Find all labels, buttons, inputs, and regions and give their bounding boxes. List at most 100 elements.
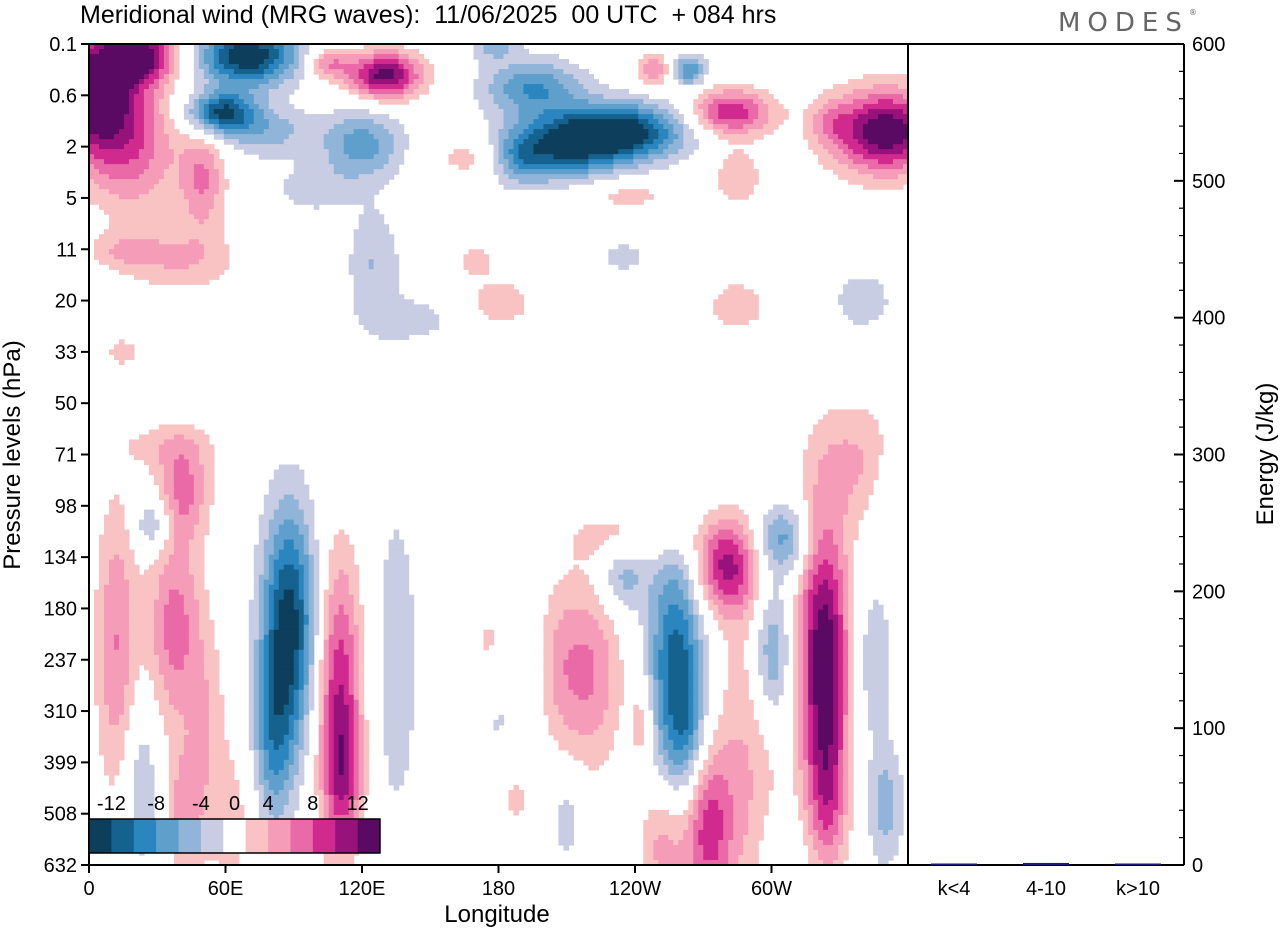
contour-cell bbox=[798, 644, 804, 651]
contour-cell bbox=[753, 774, 774, 781]
contour-cell bbox=[468, 269, 490, 275]
contour-cell bbox=[543, 649, 555, 656]
contour-cell bbox=[268, 99, 290, 105]
contour-cell bbox=[498, 714, 505, 721]
contour-cell bbox=[313, 629, 320, 636]
contour-cell bbox=[213, 129, 225, 135]
energy-tick-label: 400 bbox=[1192, 308, 1225, 330]
contour-cell bbox=[573, 534, 609, 541]
contour-cell bbox=[768, 509, 794, 516]
contour-cell bbox=[643, 834, 659, 841]
contour-cell bbox=[403, 64, 415, 70]
contour-cell bbox=[513, 159, 525, 165]
contour-cell bbox=[413, 79, 425, 85]
contour-cell bbox=[293, 599, 305, 606]
contour-cell bbox=[158, 664, 175, 671]
contour-cell bbox=[353, 794, 360, 801]
contour-cell bbox=[318, 764, 325, 771]
contour-cell bbox=[353, 674, 360, 681]
contour-cell bbox=[408, 79, 415, 85]
contour-cell bbox=[153, 624, 165, 631]
contour-cell bbox=[833, 684, 839, 691]
contour-cell bbox=[128, 634, 155, 641]
contour-cell bbox=[838, 679, 844, 686]
contour-cell bbox=[813, 549, 819, 556]
colorbar-swatch bbox=[156, 819, 179, 853]
contour-cell bbox=[248, 734, 255, 741]
contour-cell bbox=[188, 614, 200, 621]
contour-cell bbox=[198, 619, 215, 626]
contour-cell bbox=[798, 649, 804, 656]
contour-cell bbox=[263, 729, 270, 736]
contour-cell bbox=[688, 724, 694, 731]
contour-cell bbox=[708, 509, 744, 516]
contour-cell bbox=[853, 484, 874, 491]
contour-cell bbox=[833, 669, 839, 676]
contour-cell bbox=[218, 84, 260, 90]
contour-cell bbox=[173, 544, 190, 551]
contour-cell bbox=[258, 604, 265, 611]
contour-cell bbox=[733, 539, 744, 546]
contour-cell bbox=[163, 614, 190, 621]
contour-cell bbox=[348, 614, 355, 621]
contour-cell bbox=[268, 679, 275, 686]
contour-cell bbox=[358, 74, 370, 80]
contour-cell bbox=[818, 729, 834, 736]
contour-cell bbox=[158, 454, 180, 461]
contour-cell bbox=[813, 554, 839, 561]
contour-cell bbox=[283, 44, 295, 50]
contour-cell bbox=[263, 764, 270, 771]
contour-cell bbox=[343, 759, 350, 766]
contour-cell bbox=[228, 49, 270, 55]
contour-cell bbox=[168, 49, 175, 55]
contour-cell bbox=[843, 149, 854, 155]
contour-cell bbox=[203, 54, 215, 60]
contour-cell bbox=[158, 239, 190, 245]
contour-cell bbox=[353, 284, 400, 290]
y-tick-label: 11 bbox=[56, 239, 77, 261]
contour-cell bbox=[493, 79, 510, 85]
contour-cell bbox=[183, 664, 205, 671]
contour-cell bbox=[618, 149, 634, 155]
contour-cell bbox=[193, 214, 210, 220]
contour-cell bbox=[838, 694, 844, 701]
contour-cell bbox=[348, 259, 370, 265]
contour-cell bbox=[708, 749, 719, 756]
contour-cell bbox=[718, 169, 759, 175]
contour-cell bbox=[288, 739, 300, 746]
contour-cell bbox=[543, 629, 555, 636]
contour-cell bbox=[353, 714, 360, 721]
contour-cell bbox=[718, 519, 739, 526]
contour-cell bbox=[128, 624, 155, 631]
contour-cell bbox=[723, 89, 744, 95]
contour-cell bbox=[588, 164, 614, 170]
contour-cell bbox=[348, 679, 355, 686]
energy-bar bbox=[1115, 863, 1161, 865]
contour-cell bbox=[803, 669, 809, 676]
contour-cell bbox=[543, 664, 555, 671]
contour-cell bbox=[323, 634, 330, 641]
contour-cell bbox=[758, 659, 769, 666]
contour-cell bbox=[108, 704, 125, 711]
contour-cell bbox=[558, 619, 599, 626]
contour-cell bbox=[693, 624, 699, 631]
contour-cell bbox=[833, 709, 839, 716]
energy-tick-label: 200 bbox=[1192, 581, 1225, 603]
contour-cell bbox=[258, 744, 265, 751]
contour-cell bbox=[793, 699, 799, 706]
contour-cell bbox=[283, 54, 295, 60]
contour-cell bbox=[748, 799, 769, 806]
contour-cell bbox=[353, 704, 360, 711]
contour-cell bbox=[558, 804, 575, 811]
contour-cell bbox=[358, 84, 370, 90]
contour-cell bbox=[103, 614, 130, 621]
contour-cell bbox=[553, 119, 570, 125]
contour-cell bbox=[103, 584, 130, 591]
contour-cell bbox=[333, 784, 350, 791]
contour-cell bbox=[318, 54, 325, 60]
contour-cell bbox=[323, 749, 330, 756]
contour-cell bbox=[743, 554, 749, 561]
contour-cell bbox=[803, 719, 809, 726]
contour-cell bbox=[223, 134, 290, 140]
contour-cell bbox=[388, 544, 405, 551]
